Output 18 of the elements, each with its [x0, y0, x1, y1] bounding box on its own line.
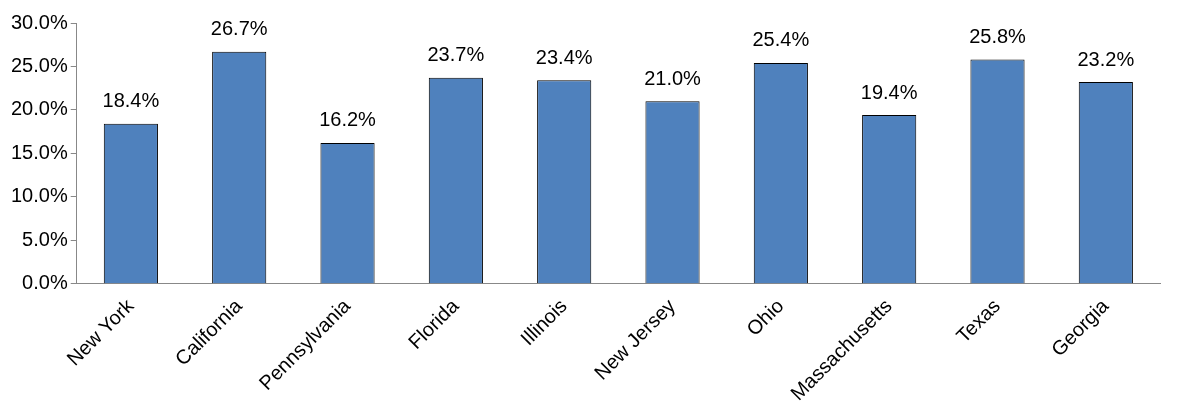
data-label: 25.4% [752, 28, 810, 51]
data-label: 23.7% [427, 43, 485, 66]
data-label: 18.4% [102, 89, 160, 112]
data-label: 23.4% [535, 45, 593, 68]
y-tick-label: 5.0% [22, 227, 68, 250]
data-label: 26.7% [210, 17, 268, 40]
data-label: 21.0% [644, 66, 702, 89]
y-tick-label: 20.0% [10, 97, 68, 120]
x-tick-label: Ohio [742, 294, 788, 340]
data-label: 23.2% [1077, 47, 1135, 70]
y-tick-label: 0.0% [22, 271, 68, 294]
y-tick-label: 25.0% [10, 53, 68, 76]
y-tick-label: 15.0% [10, 140, 68, 163]
data-label: 25.8% [969, 25, 1027, 48]
data-label: 16.2% [319, 108, 377, 131]
y-tick-label: 30.0% [10, 10, 68, 33]
data-label: 19.4% [860, 80, 918, 103]
y-tick-label: 10.0% [10, 184, 68, 207]
